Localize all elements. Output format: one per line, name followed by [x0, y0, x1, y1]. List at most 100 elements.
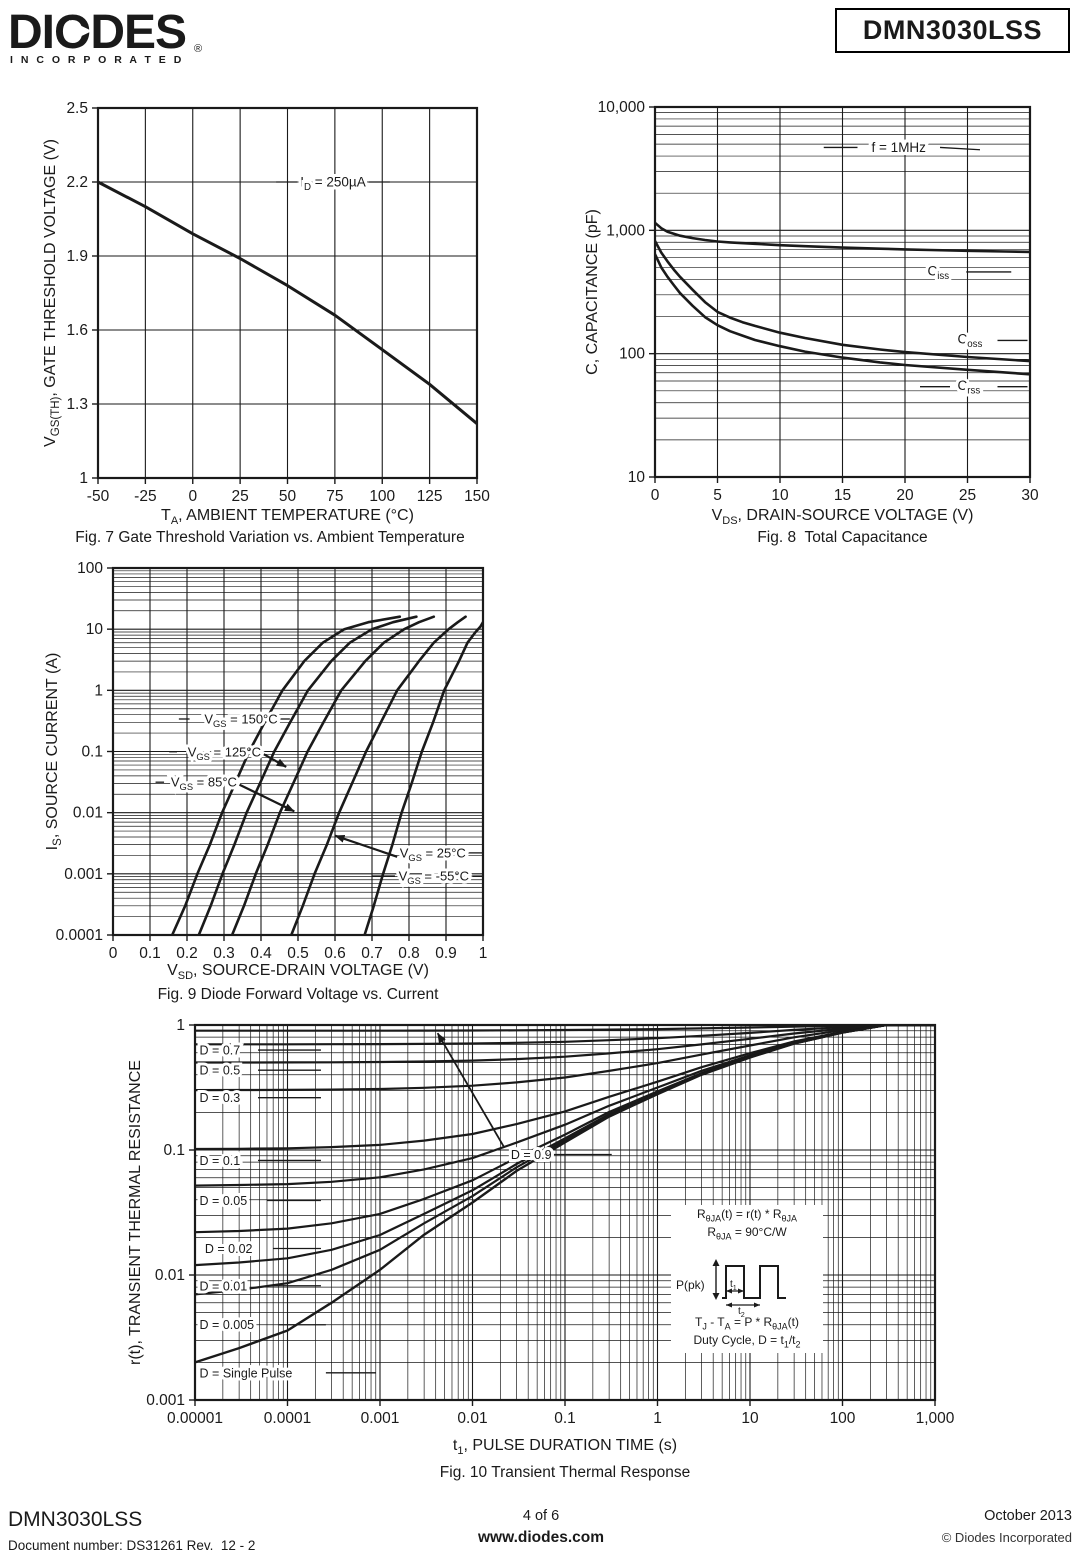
- annotation-label: D = 0.02: [205, 1242, 253, 1256]
- logo-registered-mark: ®: [194, 43, 202, 55]
- annotation-label: f = 1MHz: [872, 140, 927, 155]
- svg-text:25: 25: [232, 488, 249, 505]
- series-D=0.9: [194, 1024, 936, 1032]
- series-25C: [289, 615, 467, 936]
- series-layer: [97, 180, 478, 426]
- svg-text:50: 50: [279, 488, 297, 505]
- svg-text:0.4: 0.4: [250, 945, 272, 962]
- footer-date: October 2013: [984, 1508, 1072, 1524]
- series-D=0.3: [194, 1024, 936, 1092]
- svg-text:10,000: 10,000: [598, 99, 646, 116]
- fig8-capacitance-chart: 0 5 10 15 20 25 30 10 100 1,000 10,000 C, CAPACITAN…: [584, 99, 1039, 504]
- annotation-layer: ID = 250µA: [276, 172, 390, 196]
- svg-text:25: 25: [959, 487, 976, 504]
- svg-text:0: 0: [109, 945, 118, 962]
- svg-text:0.5: 0.5: [287, 945, 309, 962]
- fig10-caption: Fig. 10 Transient Thermal Response: [439, 1464, 691, 1481]
- svg-text:1: 1: [653, 1410, 662, 1427]
- series-layer: [654, 221, 1031, 376]
- axis-tick-layer: -50 -25 0 25 50 75 100 125 150 1 1.3 1.6 1.9 2.2 2.5: [66, 100, 490, 505]
- svg-text:0.6: 0.6: [324, 945, 346, 962]
- fig7-gate-threshold-chart: -50 -25 0 25 50 75 100 125 150 1 1.3 1.6 1.9 2.2 2.5 VG…: [42, 100, 490, 505]
- yaxis-title: VGS(TH), GATE THRESHOLD VOLTAGE (V): [42, 139, 62, 447]
- logo-wordmark: DIODES: [8, 6, 186, 59]
- annotation-label: D = Single Pulse: [200, 1366, 293, 1380]
- svg-text:1,000: 1,000: [916, 1410, 955, 1427]
- svg-text:0.1: 0.1: [163, 1142, 185, 1159]
- annotation-label: D = 0.5: [200, 1064, 241, 1078]
- svg-text:0.0001: 0.0001: [56, 927, 103, 944]
- svg-text:1.6: 1.6: [66, 322, 88, 339]
- svg-text:0.1: 0.1: [139, 945, 161, 962]
- footer-doc-number: Document number: DS31261 Rev. 12 - 2: [8, 1538, 256, 1553]
- annotation-label: VGS = -55°C: [399, 869, 469, 887]
- annotation-label: D = 0.9: [511, 1148, 552, 1162]
- fig9-caption: Fig. 9 Diode Forward Voltage vs. Current: [157, 986, 439, 1003]
- inset-formula-tj: TJ - TA = P * RθJA(t): [695, 1315, 799, 1332]
- series-D=0.7: [194, 1024, 936, 1046]
- svg-text:2.2: 2.2: [66, 174, 88, 191]
- svg-text:1: 1: [479, 945, 488, 962]
- footer-right: October 2013 © Diodes Incorporated: [942, 1508, 1072, 1545]
- svg-text:0.8: 0.8: [398, 945, 420, 962]
- part-number-box: DMN3030LSS: [834, 8, 1070, 53]
- annotation-label: D = 0.05: [200, 1194, 248, 1208]
- series--55C: [363, 620, 484, 936]
- figure-8: 0 5 10 15 20 25 30 10 100 1,000 10,000 C, CAPACITAN…: [540, 95, 1082, 560]
- yaxis-title: IS, SOURCE CURRENT (A): [44, 653, 64, 851]
- svg-text:150: 150: [464, 488, 490, 505]
- ppk-arrowhead-down-icon: [712, 1293, 720, 1301]
- svg-text:0.00001: 0.00001: [167, 1410, 223, 1427]
- part-number: DMN3030LSS: [862, 15, 1042, 45]
- footer-center: 4 of 6 www.diodes.com: [441, 1508, 641, 1547]
- svg-text:10: 10: [771, 487, 789, 504]
- svg-text:0.0001: 0.0001: [264, 1410, 311, 1427]
- pulse-peak-label: P(pk): [676, 1278, 705, 1292]
- svg-text:0.1: 0.1: [554, 1410, 576, 1427]
- series-D=0.5: [194, 1024, 936, 1064]
- svg-text:10: 10: [86, 621, 104, 638]
- svg-text:1,000: 1,000: [606, 222, 645, 239]
- annotation-layer: D = 0.7 D = 0.5 D = 0.3 D = 0.1 D = 0.05 D = …: [197, 1032, 612, 1383]
- series-VGS(TH): [97, 180, 478, 426]
- series-85C: [230, 615, 436, 936]
- svg-text:0.3: 0.3: [213, 945, 235, 962]
- fig9-xaxis-title: VSD, SOURCE-DRAIN VOLTAGE (V): [167, 962, 429, 983]
- ppk-arrowhead-up-icon: [712, 1259, 720, 1267]
- svg-text:1: 1: [79, 470, 88, 487]
- annotation-label: VGS = 85°C: [171, 775, 237, 793]
- svg-text:1.3: 1.3: [66, 396, 88, 413]
- svg-text:0.1: 0.1: [81, 744, 103, 761]
- svg-text:5: 5: [713, 487, 722, 504]
- svg-text:125: 125: [417, 488, 443, 505]
- annotation-layer: VGS = 150°C VGS = 125°C VGS = 85°C VGS = 25…: [155, 708, 483, 889]
- inset-formula-rtheta-value: RθJA = 90°C/W: [707, 1225, 787, 1242]
- svg-text:100: 100: [77, 560, 103, 577]
- figure-10: 0.00001 0.0001 0.001 0.01 0.1 1 10 100 1,000 0.00…: [0, 1015, 1082, 1495]
- svg-text:0.001: 0.001: [361, 1410, 400, 1427]
- svg-text:10: 10: [628, 469, 646, 486]
- axis-tick-layer: 0 5 10 15 20 25 30 10 100 1,000 10,000: [598, 99, 1039, 504]
- svg-text:0.7: 0.7: [361, 945, 383, 962]
- yaxis-title: C, CAPACITANCE (pF): [584, 209, 601, 375]
- fig10-xaxis-title: t1, PULSE DURATION TIME (s): [452, 1437, 678, 1458]
- svg-text:0.9: 0.9: [435, 945, 457, 962]
- svg-text:0.01: 0.01: [155, 1267, 185, 1284]
- inset-formula-rtheta: RθJA(t) = r(t) * RθJA: [696, 1207, 798, 1224]
- svg-text:0.01: 0.01: [73, 805, 103, 822]
- grid-layer: [654, 106, 1031, 478]
- svg-text:0.01: 0.01: [457, 1410, 487, 1427]
- svg-text:10: 10: [741, 1410, 759, 1427]
- svg-text:75: 75: [326, 488, 343, 505]
- fig7-caption: Fig. 7 Gate Threshold Variation vs. Ambi…: [75, 529, 465, 546]
- series-Ciss: [654, 221, 1031, 254]
- annotation-label: Coss: [958, 332, 983, 351]
- t1-arrowhead-left-icon: [726, 1288, 732, 1294]
- footer-website-link[interactable]: www.diodes.com: [477, 1529, 605, 1546]
- svg-text:0.2: 0.2: [176, 945, 198, 962]
- series-Coss: [654, 239, 1031, 363]
- annotation-label: VGS = 150°C: [204, 711, 277, 729]
- svg-text:1: 1: [94, 682, 103, 699]
- fig8-xaxis-title: VDS, DRAIN-SOURCE VOLTAGE (V): [711, 507, 974, 528]
